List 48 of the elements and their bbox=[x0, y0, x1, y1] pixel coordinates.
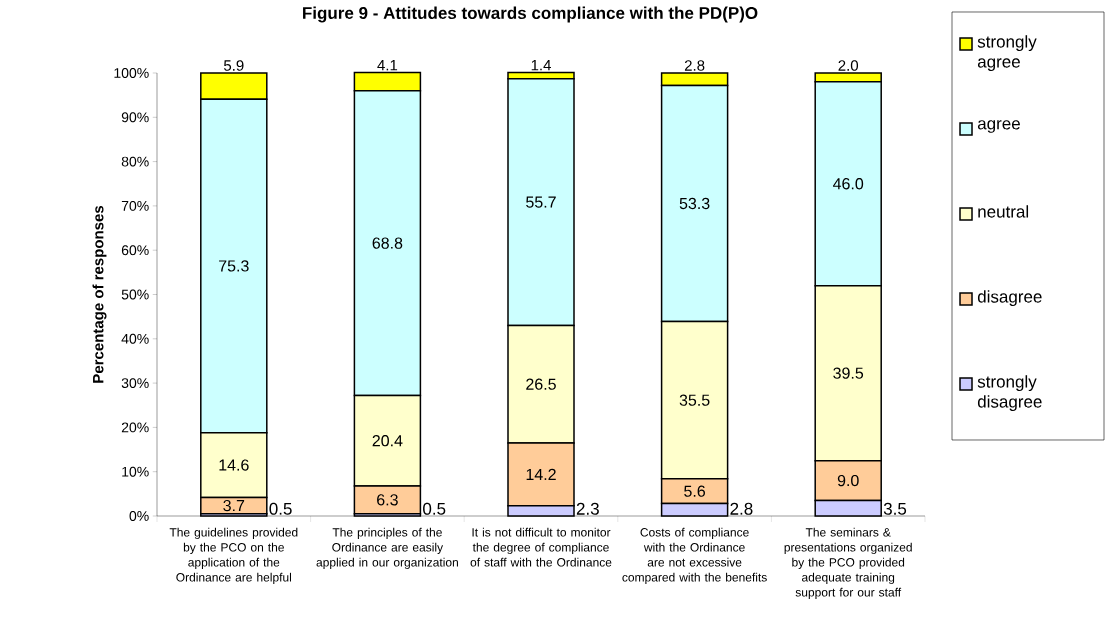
data-label: 75.3 bbox=[219, 260, 249, 272]
y-tick-label: 50% bbox=[121, 289, 149, 300]
legend-label: neutral bbox=[978, 205, 1029, 218]
data-label: 1.4 bbox=[531, 60, 551, 71]
data-label: 3.7 bbox=[223, 499, 245, 512]
x-tick-label: Costs of compliance with the Ordinance are not excessive compared with the benefits bbox=[622, 527, 767, 584]
data-label: 68.8 bbox=[372, 237, 403, 249]
data-label: 3.5 bbox=[883, 502, 907, 515]
legend-label: strongly disagree bbox=[977, 375, 1042, 412]
x-tick-label: It is not difficult to monitor the degree of compliance of staff with the Ordinance bbox=[470, 527, 612, 567]
data-label: 53.3 bbox=[679, 197, 710, 210]
y-tick-label: 40% bbox=[121, 333, 149, 344]
data-label: 2.8 bbox=[730, 502, 753, 515]
x-tick-label: The seminars & presentations organized by the PCO provided adequate training support for our staff bbox=[784, 527, 912, 599]
data-label: 0.5 bbox=[269, 502, 292, 515]
data-label: 4.1 bbox=[377, 60, 398, 71]
y-tick-label: 80% bbox=[121, 156, 149, 167]
data-label: 5.9 bbox=[223, 60, 244, 71]
y-tick-label: 0% bbox=[129, 511, 149, 521]
data-label: 6.3 bbox=[377, 494, 398, 506]
y-axis-title: Percentage of responses bbox=[92, 205, 107, 383]
data-label: 46.0 bbox=[833, 178, 864, 190]
data-label: 14.2 bbox=[526, 468, 556, 480]
data-label: 26.5 bbox=[526, 378, 556, 390]
data-label: 2.0 bbox=[838, 60, 859, 71]
data-label: 2.8 bbox=[684, 60, 705, 71]
data-label: 9.0 bbox=[837, 474, 859, 487]
data-label: 5.6 bbox=[684, 485, 706, 497]
legend-label: strongly agree bbox=[977, 35, 1037, 72]
y-tick-label: 30% bbox=[121, 378, 149, 389]
data-label: 55.7 bbox=[526, 196, 556, 208]
x-tick-label: The principles of the Ordinance are easily applied in our organization bbox=[316, 527, 458, 569]
data-label: 0.5 bbox=[423, 502, 446, 515]
legend-label: agree bbox=[977, 120, 1020, 133]
data-label: 20.4 bbox=[372, 435, 403, 447]
y-tick-label: 60% bbox=[121, 245, 149, 256]
legend-label: disagree bbox=[977, 290, 1042, 307]
chart-title: Figure 9 - Attitudes towards compliance with the PD(P)O bbox=[303, 6, 758, 23]
data-label: 2.3 bbox=[576, 502, 599, 515]
y-tick-label: 70% bbox=[121, 200, 149, 211]
data-label: 39.5 bbox=[833, 367, 864, 379]
y-tick-label: 100% bbox=[114, 68, 149, 78]
data-label: 35.5 bbox=[679, 394, 710, 406]
y-tick-label: 90% bbox=[121, 112, 149, 123]
x-tick-label: The guidelines provided by the PCO on the application of the Ordinance are helpful bbox=[169, 527, 298, 584]
y-tick-label: 10% bbox=[122, 466, 149, 477]
y-tick-label: 20% bbox=[121, 422, 149, 433]
data-label: 14.6 bbox=[219, 459, 249, 471]
